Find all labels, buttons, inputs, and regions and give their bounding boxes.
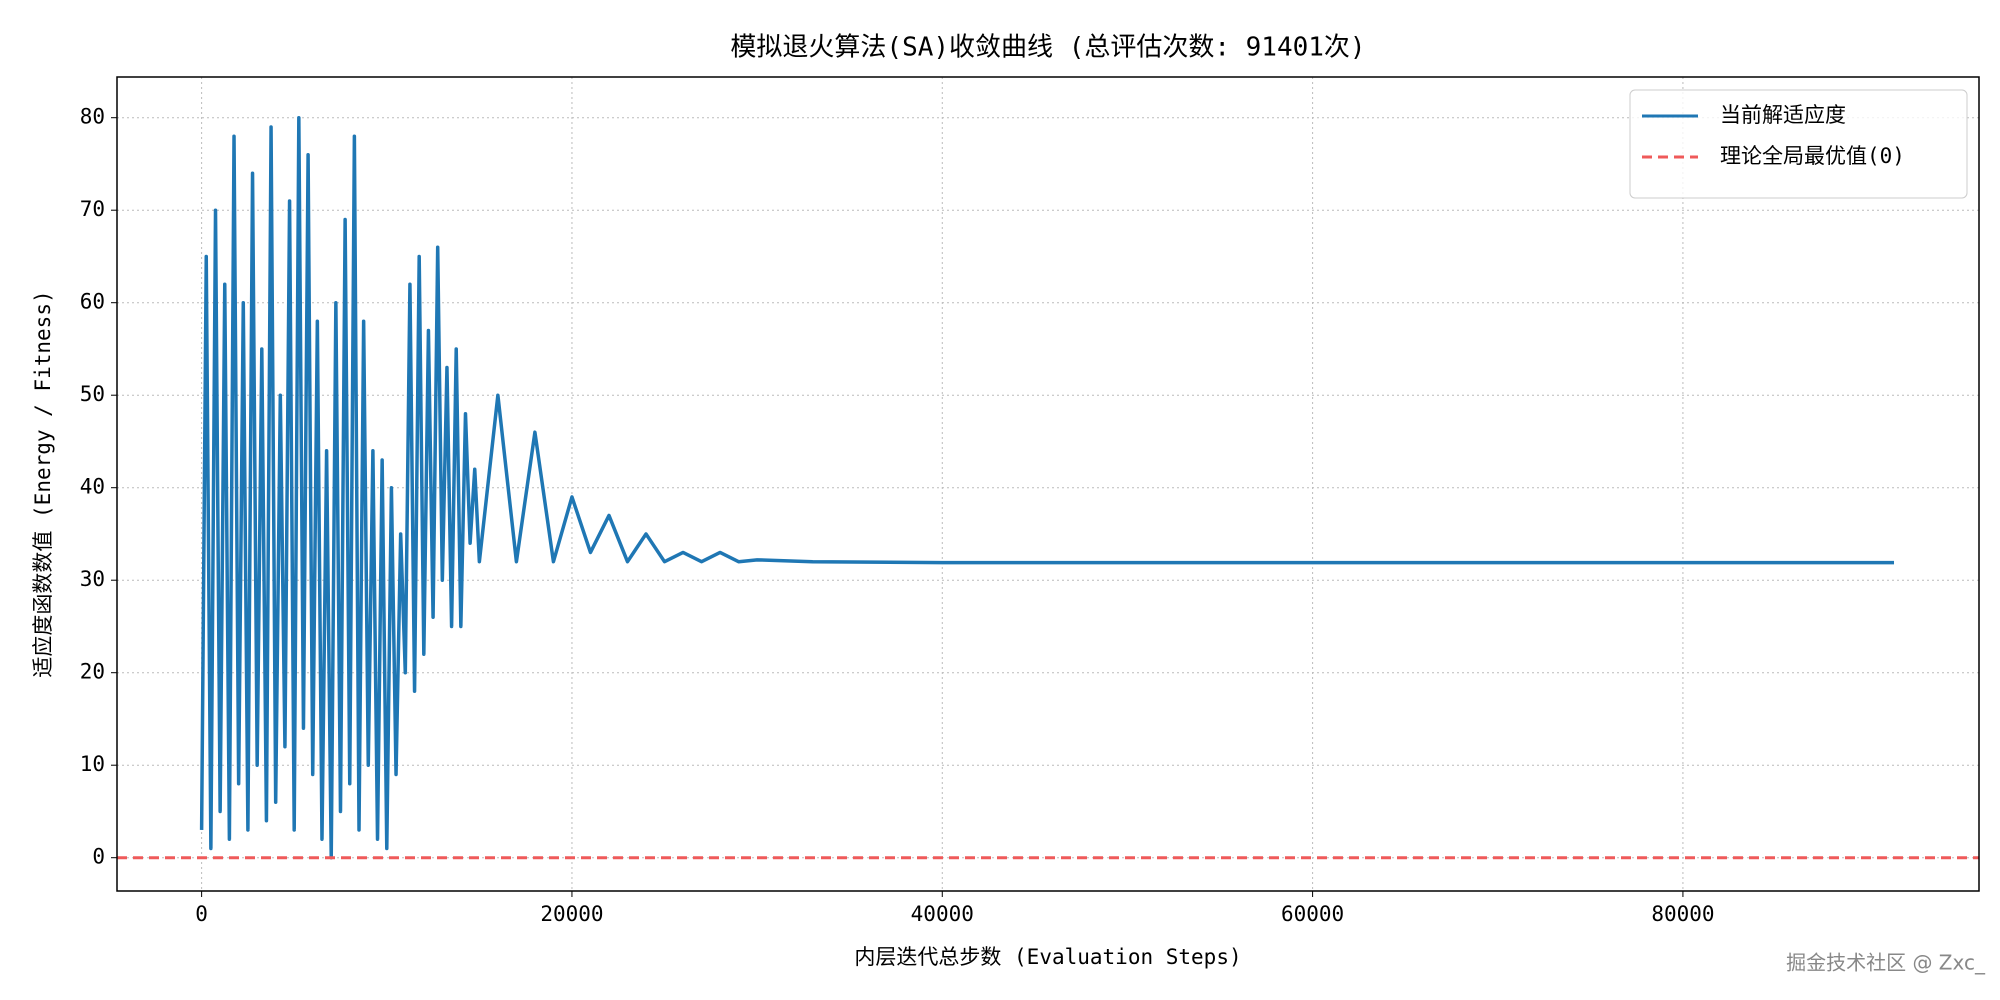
- plot-frame: [116, 76, 1980, 892]
- legend-box: [1629, 89, 1968, 199]
- y-tick-label: 60: [80, 290, 105, 314]
- y-tick-label: 0: [92, 845, 105, 869]
- y-tick-label: 50: [80, 382, 105, 406]
- x-tick-label: 20000: [540, 902, 603, 926]
- x-tick-label: 60000: [1281, 902, 1344, 926]
- legend-label: 理论全局最优值(0): [1720, 144, 1905, 168]
- y-tick-label: 20: [80, 660, 105, 684]
- x-tick-label: 80000: [1651, 902, 1714, 926]
- y-tick-label: 80: [80, 105, 105, 129]
- chart-title: 模拟退火算法(SA)收敛曲线 (总评估次数: 91401次): [730, 33, 1365, 63]
- legend-label: 当前解适应度: [1720, 103, 1846, 127]
- y-tick-label: 30: [80, 567, 105, 591]
- data-line: [199, 115, 1895, 860]
- x-tick-label: 40000: [911, 902, 974, 926]
- watermark: 掘金技术社区 @ Zxc_: [1786, 951, 1986, 975]
- y-axis-label: 适应度函数数值 (Energy / Fitness): [31, 290, 55, 677]
- y-tick-label: 10: [80, 752, 105, 776]
- y-tick-label: 70: [80, 197, 105, 221]
- x-tick-label: 0: [195, 902, 208, 926]
- y-tick-label: 40: [80, 475, 105, 499]
- x-axis-label: 内层迭代总步数 (Evaluation Steps): [854, 945, 1241, 969]
